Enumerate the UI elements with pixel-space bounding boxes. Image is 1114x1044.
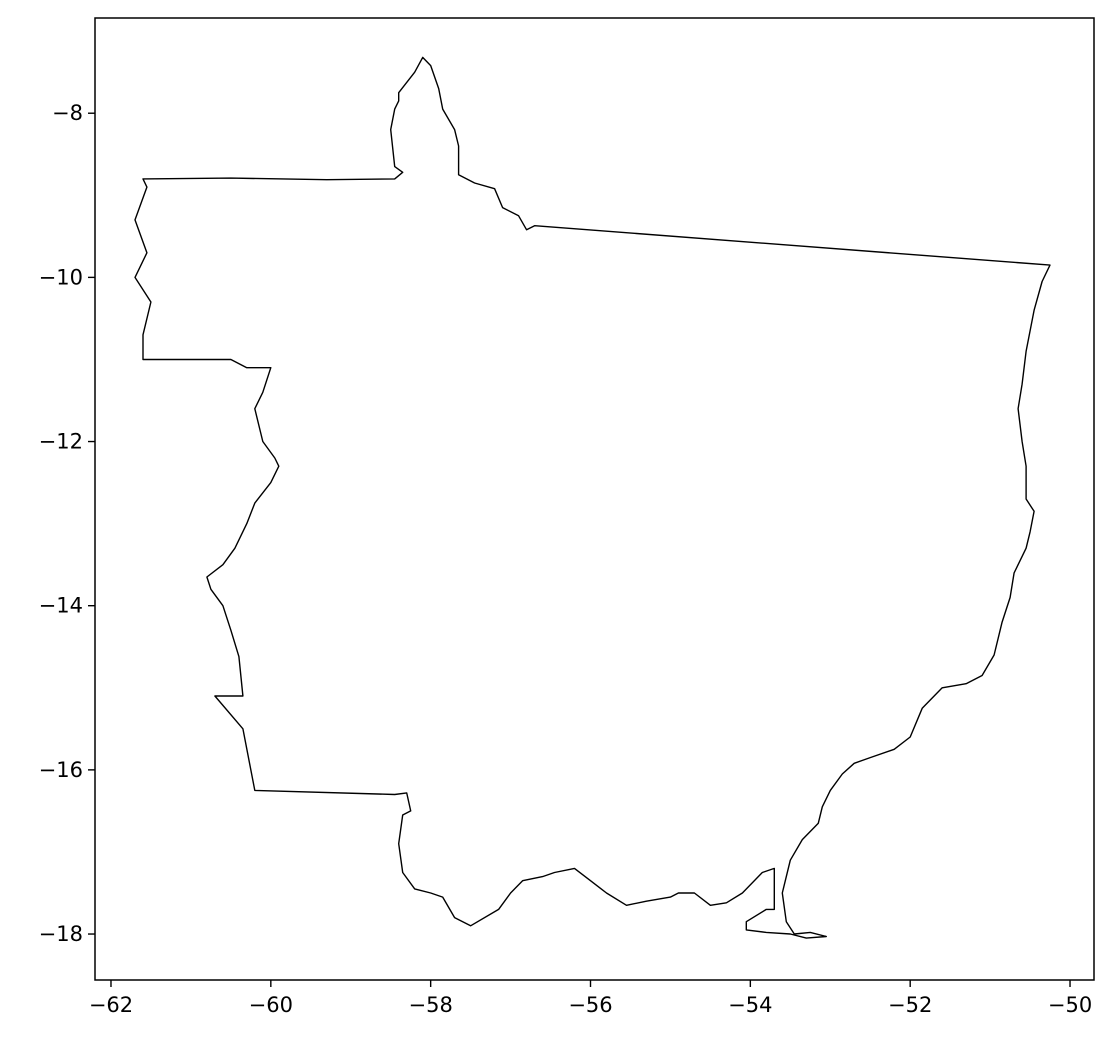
x-tick-label: −58 xyxy=(408,993,452,1017)
axes-frame xyxy=(94,17,1095,981)
x-tick-label: −54 xyxy=(728,993,772,1017)
y-tick-label: −12 xyxy=(39,430,83,454)
y-tick-label: −8 xyxy=(52,101,83,125)
region-boundary xyxy=(134,56,1051,939)
y-tick-label: −16 xyxy=(39,758,83,782)
x-axis: −62 −60 −58 −56 −54 −52 −50 xyxy=(89,980,1092,1017)
x-tick-label: −50 xyxy=(1048,993,1092,1017)
y-axis: −8 −10 −12 −14 −16 −18 xyxy=(39,101,95,946)
x-tick-label: −60 xyxy=(249,993,293,1017)
x-tick-label: −56 xyxy=(568,993,612,1017)
y-tick-label: −10 xyxy=(39,265,83,289)
x-tick-label: −52 xyxy=(888,993,932,1017)
y-tick-label: −14 xyxy=(39,594,83,618)
region-boundary-layer xyxy=(134,56,1051,939)
x-tick-label: −62 xyxy=(89,993,133,1017)
y-tick-label: −18 xyxy=(39,922,83,946)
